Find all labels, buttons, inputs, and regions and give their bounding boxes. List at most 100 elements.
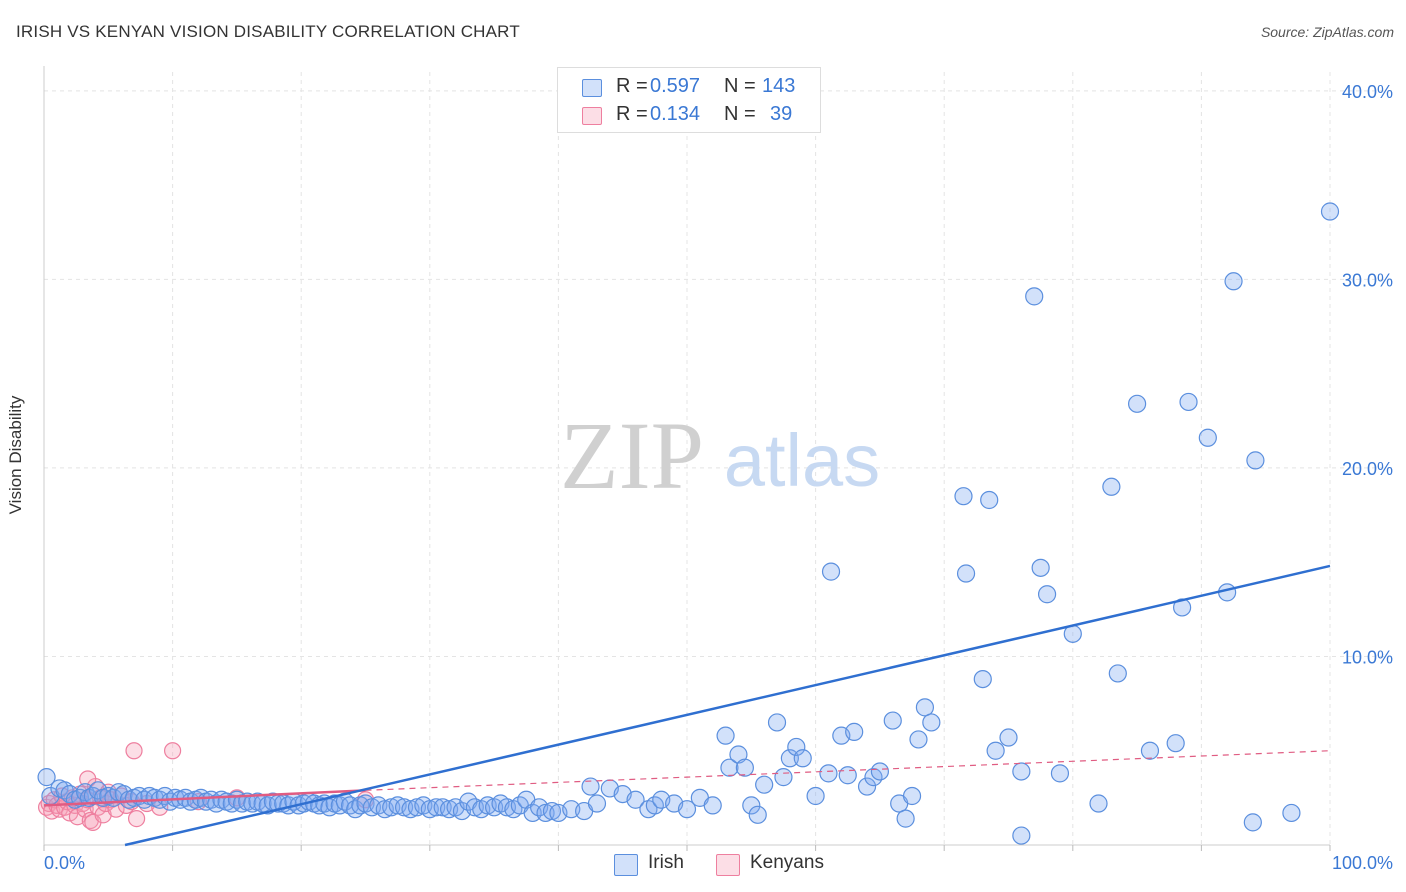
irish-point	[793, 749, 812, 768]
irish-point	[542, 801, 562, 821]
irish-point	[536, 803, 555, 823]
legend-n-value: 39	[770, 103, 793, 125]
legend-swatch-kenyans	[716, 854, 740, 876]
irish-point	[382, 798, 401, 817]
irish-point	[748, 805, 767, 824]
irish-point	[1140, 741, 1160, 760]
irish-point	[819, 764, 838, 783]
legend-swatch-irish	[614, 854, 638, 876]
irish-point	[1025, 287, 1044, 306]
y-tick-label: 40.0%	[1342, 82, 1393, 102]
irish-point	[1037, 585, 1057, 604]
kenyan-point	[79, 770, 97, 788]
chart-title: IRISH VS KENYAN VISION DISABILITY CORREL…	[16, 22, 520, 41]
irish-point	[915, 698, 935, 717]
irish-point	[774, 768, 793, 787]
legend-n-label: N =	[724, 103, 756, 125]
irish-point	[838, 766, 857, 785]
legend-row-irish: R = 0.597 N = 143	[558, 73, 820, 101]
irish-point	[1224, 272, 1243, 291]
irish-point	[1166, 734, 1185, 753]
irish-point	[1282, 803, 1301, 823]
stats-legend: R = 0.597 N = 143 R = 0.134 N = 39	[557, 67, 821, 133]
irish-point	[1031, 558, 1050, 577]
y-tick-label: 20.0%	[1342, 459, 1393, 479]
kenyan-point	[164, 742, 182, 760]
legend-n-label: N =	[724, 75, 756, 97]
irish-point	[787, 737, 806, 757]
irish-point	[845, 722, 864, 741]
irish-point	[1246, 451, 1265, 470]
irish-point	[716, 726, 735, 745]
legend-label-irish: Irish	[648, 852, 684, 873]
irish-point	[1102, 477, 1121, 496]
y-axis-label: Vision Disability	[6, 395, 25, 515]
irish-point	[909, 730, 928, 749]
trend-lines	[43, 564, 1331, 847]
y-tick-label: 10.0%	[1342, 647, 1393, 667]
watermark: ZIP atlas	[560, 402, 880, 509]
irish-point	[1127, 394, 1147, 413]
irish-point	[999, 728, 1018, 747]
legend-r-label: R =	[616, 75, 648, 97]
irish-point	[703, 796, 722, 815]
irish-point	[587, 794, 607, 813]
irish-point	[806, 786, 825, 806]
irish-point	[677, 800, 697, 819]
source-label: Source: ZipAtlas.com	[1260, 24, 1394, 40]
irish-point	[1198, 428, 1217, 447]
legend-n-value: 143	[762, 75, 796, 97]
irish-point	[742, 796, 761, 815]
irish-point	[1012, 762, 1031, 781]
kenyan-point	[127, 810, 146, 828]
irish-point	[1320, 202, 1340, 221]
kenyan-trend-line	[43, 789, 366, 807]
watermark-zip: ZIP	[560, 402, 704, 509]
irish-point	[896, 809, 915, 828]
irish-point	[1050, 764, 1070, 783]
irish-point	[1179, 392, 1198, 412]
irish-point	[60, 784, 79, 804]
irish-point	[1243, 813, 1262, 832]
irish-point	[870, 762, 890, 781]
irish-point	[857, 777, 877, 796]
irish-point	[755, 775, 774, 794]
irish-point	[1012, 826, 1031, 845]
irish-point	[626, 790, 645, 809]
irish-point	[922, 713, 941, 732]
legend-r-label: R =	[616, 103, 648, 125]
kenyan-point	[125, 742, 143, 760]
legend-swatch-kenyans	[582, 107, 602, 125]
irish-point	[986, 741, 1005, 760]
irish-series	[37, 202, 1340, 845]
y-tick-label: 30.0%	[1342, 270, 1393, 290]
irish-point	[720, 758, 739, 777]
irish-point	[581, 777, 600, 796]
legend-swatch-irish	[582, 79, 602, 97]
x-tick-label: 100.0%	[1332, 853, 1393, 873]
irish-point	[954, 487, 973, 506]
irish-point	[37, 768, 56, 787]
watermark-atlas: atlas	[724, 419, 880, 502]
irish-point	[735, 758, 754, 777]
legend-r-value: 0.134	[650, 103, 701, 125]
irish-point	[1108, 664, 1127, 683]
irish-point	[902, 786, 922, 806]
kenyan-trend-extension	[365, 750, 1331, 791]
irish-point	[980, 490, 999, 510]
legend-label-kenyans: Kenyans	[750, 852, 824, 873]
axes	[43, 66, 1331, 851]
grid-lines	[44, 72, 1393, 845]
irish-point	[883, 711, 902, 730]
irish-point	[956, 564, 976, 583]
irish-point	[767, 713, 787, 732]
irish-point	[433, 798, 452, 817]
tick-labels: 10.0% 20.0% 30.0% 40.0% 0.0% 100.0%	[44, 82, 1393, 873]
irish-point	[821, 562, 841, 581]
legend-r-value: 0.597	[650, 75, 701, 97]
irish-point	[973, 669, 992, 689]
x-tick-label: 0.0%	[44, 853, 85, 873]
legend-row-kenyans: R = 0.134 N = 39	[558, 101, 820, 129]
irish-point	[394, 798, 414, 817]
